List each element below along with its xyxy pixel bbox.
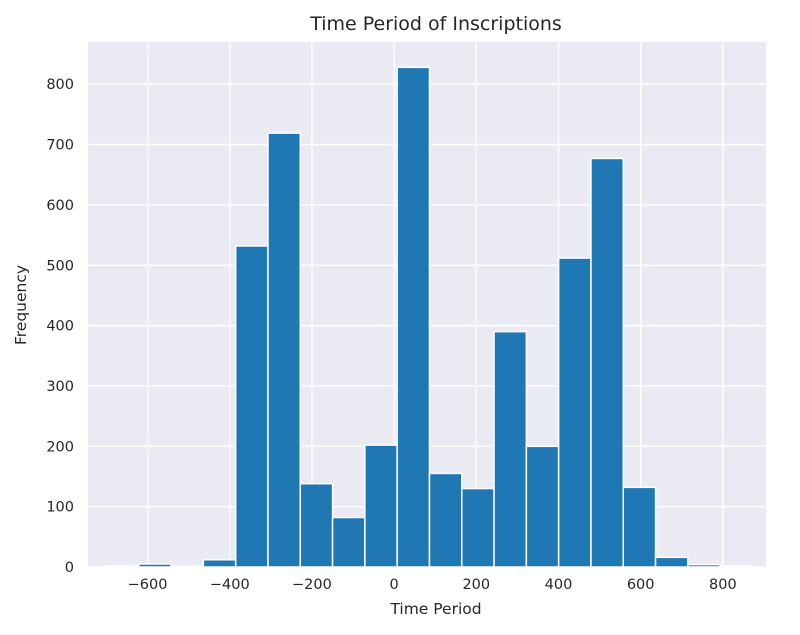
x-tick-label: 200	[462, 577, 490, 593]
y-tick-label: 800	[46, 77, 74, 93]
histogram-bar	[331, 516, 366, 568]
y-axis-label: Frequency	[12, 265, 30, 345]
y-tick-label: 400	[46, 319, 74, 335]
tick-labels: −600 −400 −200 0 200 400 600 800 0 100 200 300 400 50…	[46, 77, 736, 593]
histogram-bar	[719, 565, 754, 568]
x-tick-label: 400	[545, 577, 573, 593]
y-tick-label: 100	[46, 500, 74, 516]
y-tick-label: 500	[46, 258, 74, 274]
histogram-bar	[105, 565, 140, 568]
histogram-bar	[170, 565, 205, 568]
x-tick-label: 600	[627, 577, 655, 593]
y-tick-label: 200	[46, 439, 74, 455]
histogram-bar	[202, 559, 237, 568]
histogram-bar	[525, 445, 560, 568]
histogram-bar	[493, 330, 528, 568]
x-tick-label: −600	[128, 577, 168, 593]
histogram-bar	[622, 486, 657, 568]
y-tick-label: 600	[46, 198, 74, 214]
chart-title: Time Period of Inscriptions	[309, 13, 562, 35]
histogram-bar	[687, 563, 721, 568]
histogram-bar	[234, 245, 269, 568]
x-tick-label: 800	[709, 577, 737, 593]
x-tick-label: 0	[390, 577, 399, 593]
bars-layer	[105, 66, 754, 568]
x-tick-label: −400	[210, 577, 250, 593]
x-axis-label: Time Period	[389, 600, 481, 618]
histogram-bar	[396, 66, 431, 568]
histogram-bar	[267, 132, 302, 568]
histogram-bar	[461, 487, 495, 568]
y-tick-label: 0	[65, 560, 74, 576]
histogram-bar	[299, 482, 334, 568]
histogram-bar	[138, 563, 172, 568]
y-tick-label: 700	[46, 138, 74, 154]
x-tick-label: −200	[292, 577, 332, 593]
histogram-bar	[654, 556, 689, 568]
histogram-bar	[428, 472, 463, 568]
histogram-bar	[590, 157, 625, 568]
histogram-bar	[364, 444, 398, 568]
histogram-bar	[557, 257, 592, 568]
y-tick-label: 300	[46, 379, 74, 395]
